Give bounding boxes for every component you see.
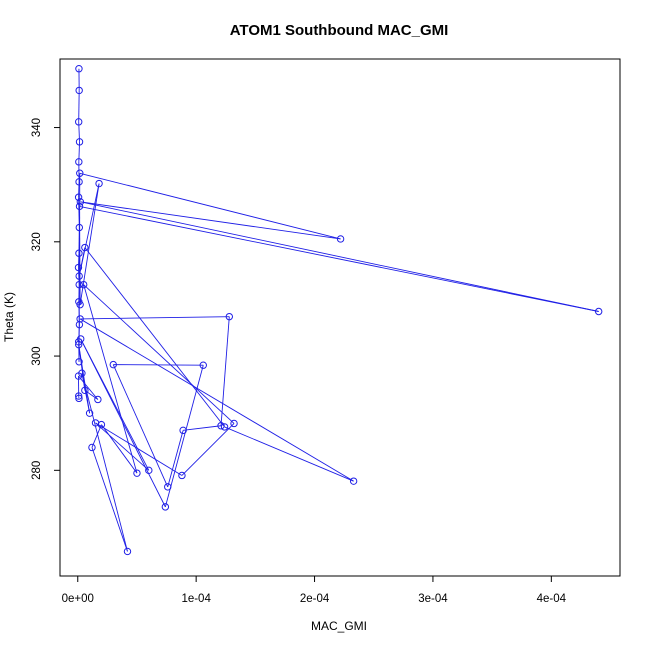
data-point	[76, 300, 84, 309]
x-tick-label: 1e-04	[181, 593, 211, 605]
x-axis: 0e+00 1e-04 2e-04 3e-04 4e-04	[62, 575, 567, 605]
x-tick-label: 0e+00	[62, 593, 94, 605]
data-point	[594, 307, 603, 316]
data-point	[74, 263, 83, 272]
y-tick-label: 280	[31, 461, 43, 480]
series-segment	[79, 205, 599, 312]
data-point	[179, 426, 187, 435]
series-segment	[78, 375, 99, 400]
data-point	[76, 198, 85, 206]
series-segment	[83, 284, 138, 474]
series-segment	[183, 425, 222, 431]
data-point	[76, 169, 84, 177]
series-segment	[91, 447, 128, 552]
data-point	[75, 158, 83, 166]
data-point	[123, 547, 132, 556]
data-point	[220, 423, 229, 431]
series-lines	[78, 68, 599, 552]
x-tick-label: 2e-04	[300, 593, 330, 605]
data-point	[133, 469, 141, 477]
data-point	[75, 392, 83, 400]
data-point	[75, 118, 83, 126]
data-point	[85, 409, 94, 417]
chart-title: ATOM1 Southbound MAC_GMI	[230, 22, 449, 39]
data-point	[225, 312, 234, 321]
series-segment	[91, 424, 102, 448]
data-point	[75, 178, 83, 186]
data-point	[75, 340, 83, 349]
data-point	[336, 235, 345, 243]
data-point	[95, 179, 103, 188]
data-point	[75, 249, 83, 257]
data-point	[79, 280, 88, 289]
x-tick-label: 3e-04	[418, 593, 448, 605]
series-segment	[80, 316, 230, 320]
data-point	[75, 280, 83, 289]
series-segment	[79, 183, 100, 305]
series-segment	[80, 201, 341, 240]
data-point	[145, 466, 153, 475]
data-point	[75, 358, 83, 366]
series-segment	[220, 316, 230, 426]
data-point	[75, 223, 83, 232]
data-point	[217, 422, 225, 430]
data-point	[75, 394, 83, 403]
data-point	[178, 471, 186, 480]
x-tick-label: 4e-04	[537, 593, 567, 605]
data-point	[164, 483, 172, 491]
data-point	[94, 395, 102, 404]
series-segment	[78, 247, 86, 277]
y-axis: 280 300 320 340	[31, 118, 61, 480]
data-point	[75, 272, 83, 280]
series-segment	[95, 422, 183, 476]
data-point	[81, 243, 89, 252]
data-point	[74, 193, 83, 201]
series-segment	[95, 422, 150, 471]
series-segment	[81, 373, 128, 552]
data-point	[230, 419, 238, 428]
data-point	[109, 360, 117, 369]
y-tick-label: 340	[31, 118, 43, 137]
series-segment	[167, 430, 184, 487]
data-point	[75, 320, 84, 329]
data-point	[74, 372, 83, 380]
x-axis-label: MAC_GMI	[311, 619, 367, 633]
data-point	[75, 138, 84, 146]
data-point	[88, 443, 96, 452]
series-segment	[79, 206, 81, 305]
series-segment	[79, 318, 354, 482]
series-segment	[112, 364, 169, 488]
series-segment	[224, 426, 354, 482]
data-point	[75, 65, 83, 73]
data-point	[81, 386, 89, 395]
data-point	[161, 503, 170, 511]
series-segment	[84, 389, 99, 400]
data-point	[97, 420, 106, 429]
series-segment	[84, 247, 225, 428]
y-tick-label: 320	[31, 232, 43, 251]
y-tick-label: 300	[31, 346, 43, 365]
series-segment	[79, 172, 341, 240]
data-point	[75, 86, 83, 95]
data-point	[76, 315, 84, 323]
series-segment	[113, 364, 204, 366]
data-point	[75, 202, 84, 211]
series-segment	[83, 284, 235, 424]
series-segment	[80, 201, 599, 312]
data-point	[199, 361, 207, 369]
y-axis-label: Theta (K)	[2, 292, 16, 342]
series-segment	[101, 424, 138, 474]
series-segment	[181, 423, 235, 476]
series-points	[74, 65, 603, 556]
data-point	[349, 477, 358, 485]
